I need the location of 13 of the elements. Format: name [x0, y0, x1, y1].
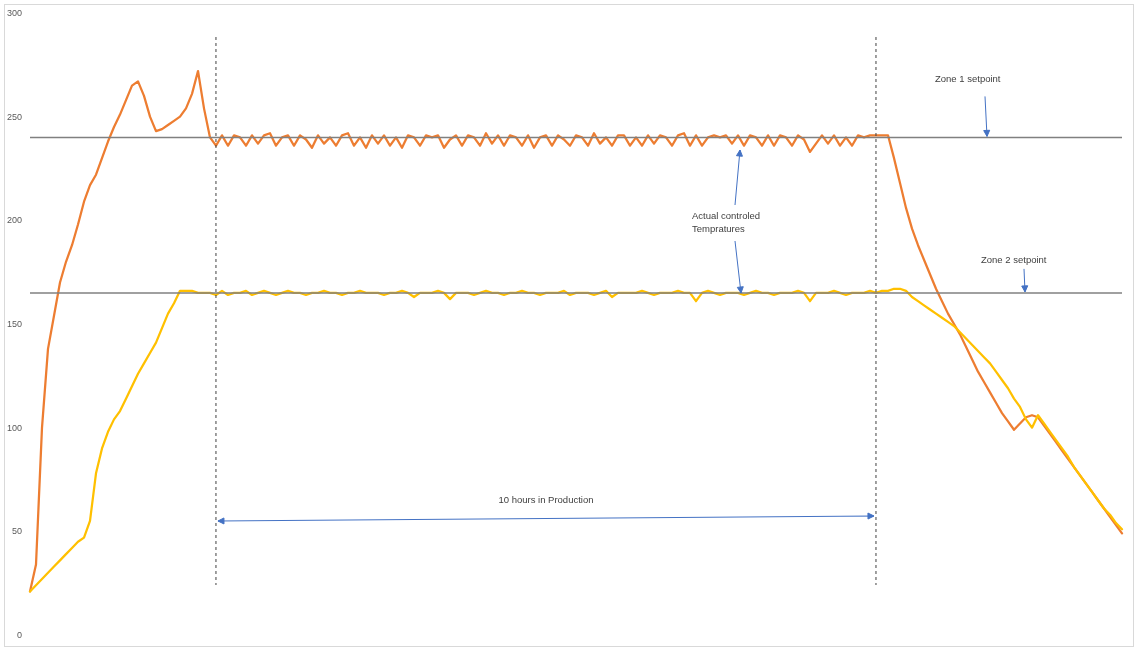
line-series [28, 286, 1124, 593]
y-tick-label: 200 [6, 215, 22, 226]
y-tick-label: 50 [11, 526, 22, 537]
y-tick-label: 0 [16, 630, 22, 641]
annotation: Actual controled Tempratures [692, 210, 761, 234]
annotation: 10 hours in Production [498, 494, 594, 505]
y-tick-label: 300 [6, 8, 22, 19]
ref-line-label: Zone 2 setpoint [981, 253, 1047, 265]
y-tick-label: 100 [6, 422, 22, 433]
y-tick-label: 150 [6, 319, 22, 330]
y-tick-label: 250 [6, 111, 22, 122]
line-series [28, 69, 1124, 593]
ref-line-label: Zone 1 setpoint [935, 73, 1001, 85]
